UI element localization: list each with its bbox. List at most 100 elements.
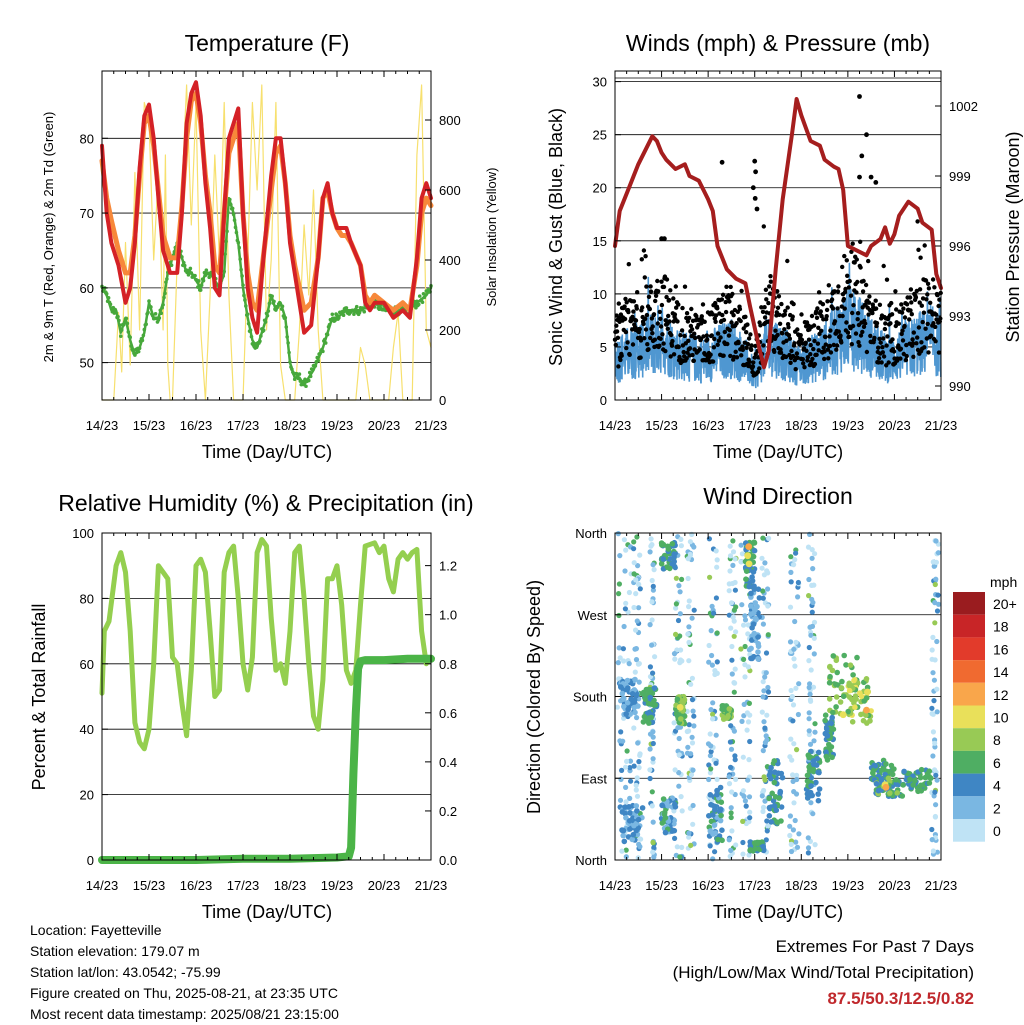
direction-point — [726, 612, 732, 618]
direction-point — [633, 827, 639, 834]
direction-point — [627, 758, 634, 764]
direction-point — [810, 684, 817, 690]
gust-point — [853, 331, 859, 336]
gust-point — [674, 305, 679, 310]
gust-point — [725, 341, 730, 347]
gust-point — [812, 361, 818, 367]
direction-point — [684, 750, 691, 756]
direction-ytick-label: South — [573, 690, 607, 705]
gust-point — [647, 306, 652, 312]
direction-point — [889, 771, 896, 778]
direction-point — [708, 743, 714, 749]
direction-point — [792, 557, 798, 563]
precipitation-line — [98, 654, 435, 864]
gust-point — [728, 284, 733, 290]
gust-point — [730, 291, 735, 297]
gust-point — [614, 329, 620, 334]
direction-point — [714, 659, 720, 665]
dewpoint-point — [204, 268, 209, 272]
direction-title: Wind Direction — [703, 483, 853, 509]
direction-point — [679, 844, 685, 851]
dewpoint-point — [108, 302, 113, 307]
direction-point — [752, 615, 759, 622]
direction-point — [740, 788, 747, 794]
gust-point — [851, 303, 856, 308]
gust-point — [659, 302, 665, 308]
winds-xtick-label: 15/23 — [645, 418, 678, 433]
gust-point — [850, 241, 855, 246]
direction-point — [671, 720, 677, 726]
gust-point — [814, 352, 819, 357]
direction-point — [759, 709, 765, 715]
gust-point — [814, 315, 820, 320]
direction-point — [636, 581, 642, 588]
gust-point — [715, 331, 721, 336]
gust-point — [625, 340, 630, 345]
gust-point — [761, 224, 766, 229]
gust-point — [877, 336, 882, 341]
direction-point — [815, 797, 822, 804]
gust-point — [926, 286, 932, 291]
direction-point — [849, 696, 855, 703]
gust-point — [666, 313, 671, 319]
gust-point — [849, 342, 854, 347]
direction-point — [795, 711, 802, 718]
direction-point — [846, 687, 853, 694]
direction-point — [689, 740, 696, 746]
dewpoint-point — [245, 312, 250, 317]
direction-point — [649, 599, 655, 605]
direction-point — [796, 831, 802, 837]
direction-point — [809, 555, 815, 561]
gust-point — [751, 360, 756, 365]
direction-point — [791, 741, 797, 747]
direction-point — [636, 841, 642, 848]
direction-ytick-label: East — [581, 771, 607, 786]
temperature-xtick-label: 14/23 — [86, 418, 119, 433]
direction-point — [929, 711, 935, 717]
humidity-precip-panel: Relative Humidity (%) & Precipitation (i… — [29, 490, 474, 922]
dewpoint-point — [417, 294, 422, 298]
direction-point — [760, 748, 766, 754]
direction-point — [794, 844, 801, 850]
gust-point — [648, 335, 653, 341]
gust-point — [689, 327, 695, 332]
gust-point — [840, 264, 845, 270]
direction-point — [706, 776, 712, 783]
direction-point — [727, 739, 734, 745]
gust-point — [888, 321, 893, 326]
direction-point — [623, 815, 629, 821]
dewpoint-point — [197, 279, 201, 283]
direction-point — [787, 823, 793, 829]
direction-point — [815, 749, 822, 756]
info-created: Figure created on Thu, 2025-08-21, at 23… — [30, 985, 338, 1001]
gust-point — [919, 340, 924, 345]
direction-point — [677, 611, 683, 617]
direction-point — [686, 639, 692, 646]
direction-point — [811, 651, 817, 657]
direction-point — [936, 601, 942, 607]
winds-ytick-label: 5 — [600, 340, 607, 355]
dewpoint-point — [124, 316, 129, 321]
dewpoint-point — [238, 257, 242, 261]
direction-point — [791, 800, 797, 806]
direction-point — [754, 603, 760, 610]
direction-ytick-label: West — [578, 608, 608, 623]
direction-point — [788, 848, 795, 855]
temperature-ylabel: 2m & 9m T (Red, Orange) & 2m Td (Green) — [41, 112, 56, 363]
gust-point — [879, 360, 884, 365]
gust-point — [923, 278, 929, 283]
direction-point — [714, 557, 720, 563]
direction-point — [805, 850, 812, 856]
direction-point — [707, 770, 714, 776]
direction-point — [634, 775, 640, 781]
direction-point — [760, 535, 766, 541]
direction-point — [675, 725, 681, 731]
direction-point — [709, 603, 715, 610]
gust-point — [643, 254, 648, 259]
direction-point — [935, 550, 942, 556]
direction-point — [823, 725, 830, 732]
dewpoint-point — [161, 302, 165, 307]
winds-xtick-label: 21/23 — [925, 418, 958, 433]
direction-point — [731, 633, 737, 639]
dewpoint-point — [255, 343, 259, 348]
